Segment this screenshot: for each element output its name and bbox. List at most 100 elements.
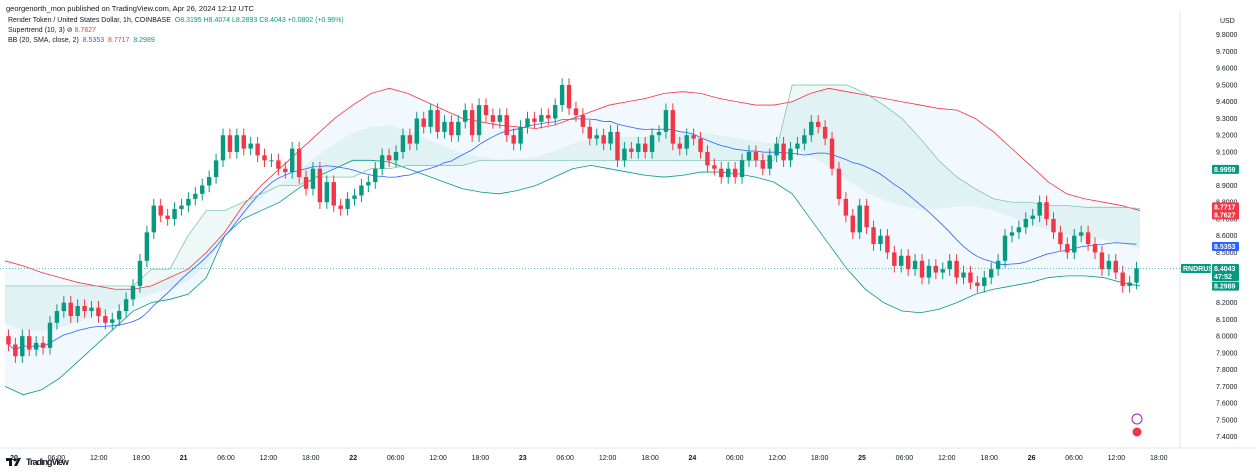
candle-body[interactable]	[580, 115, 586, 127]
candle-body[interactable]	[20, 336, 25, 357]
candle-body[interactable]	[179, 205, 184, 209]
candle-body[interactable]	[940, 269, 945, 273]
candle-body[interactable]	[400, 135, 406, 152]
candle-body[interactable]	[234, 135, 240, 152]
candle-body[interactable]	[248, 143, 253, 149]
candle-body[interactable]	[393, 151, 399, 161]
candle-body[interactable]	[995, 260, 1001, 270]
candle-body[interactable]	[220, 135, 226, 161]
candle-body[interactable]	[1092, 244, 1098, 253]
candle-body[interactable]	[677, 143, 682, 149]
candle-body[interactable]	[788, 148, 793, 161]
lightning-event-icon[interactable]	[1131, 413, 1143, 425]
candle-body[interactable]	[518, 126, 523, 144]
candle-body[interactable]	[213, 160, 219, 178]
candle-body[interactable]	[878, 235, 883, 245]
candle-body[interactable]	[857, 205, 862, 233]
candle-body[interactable]	[1099, 252, 1105, 270]
candle-body[interactable]	[283, 168, 288, 173]
candle-body[interactable]	[144, 232, 150, 261]
candle-body[interactable]	[809, 121, 814, 136]
candle-body[interactable]	[1009, 232, 1015, 236]
candle-body[interactable]	[705, 151, 710, 166]
candle-body[interactable]	[795, 143, 800, 149]
candle-body[interactable]	[130, 285, 136, 300]
candle-body[interactable]	[241, 135, 246, 149]
candle-body[interactable]	[158, 205, 163, 216]
candle-body[interactable]	[110, 319, 115, 323]
candle-body[interactable]	[456, 121, 461, 136]
candle-body[interactable]	[200, 185, 205, 194]
candle-body[interactable]	[303, 177, 309, 189]
candle-body[interactable]	[1106, 260, 1112, 270]
candle-body[interactable]	[435, 110, 440, 132]
candle-body[interactable]	[227, 135, 233, 152]
candle-body[interactable]	[546, 115, 551, 119]
candle-body[interactable]	[892, 252, 897, 266]
candle-body[interactable]	[933, 265, 939, 273]
candle-body[interactable]	[919, 260, 925, 278]
candle-body[interactable]	[1044, 202, 1049, 219]
candle-body[interactable]	[1120, 272, 1125, 286]
candle-body[interactable]	[566, 84, 572, 109]
candle-body[interactable]	[61, 302, 67, 312]
candle-body[interactable]	[255, 143, 260, 156]
candle-body[interactable]	[587, 126, 593, 139]
candle-body[interactable]	[75, 306, 80, 317]
candle-body[interactable]	[463, 110, 468, 122]
candle-body[interactable]	[186, 198, 191, 206]
candle-body[interactable]	[622, 148, 627, 161]
candle-body[interactable]	[843, 198, 849, 216]
candle-body[interactable]	[1113, 260, 1118, 273]
candle-body[interactable]	[684, 135, 689, 149]
candle-body[interactable]	[912, 260, 918, 270]
candle-body[interactable]	[469, 110, 475, 136]
candle-body[interactable]	[726, 168, 731, 178]
candle-body[interactable]	[656, 131, 662, 136]
candle-body[interactable]	[82, 306, 87, 312]
candle-body[interactable]	[89, 307, 94, 312]
candle-body[interactable]	[802, 135, 807, 144]
candle-body[interactable]	[296, 148, 302, 178]
candle-body[interactable]	[123, 299, 129, 312]
candle-body[interactable]	[338, 205, 343, 209]
candle-body[interactable]	[1127, 282, 1132, 286]
candle-body[interactable]	[926, 265, 932, 278]
symbol-title[interactable]: Render Token / United States Dollar, 1h,…	[8, 17, 171, 24]
candle-body[interactable]	[151, 205, 157, 233]
candle-body[interactable]	[504, 115, 509, 136]
candle-body[interactable]	[421, 118, 426, 127]
candle-body[interactable]	[608, 131, 613, 144]
currency-label[interactable]: USD	[1220, 18, 1235, 25]
candle-body[interactable]	[68, 302, 73, 317]
tradingview-brand[interactable]: TradingView	[26, 457, 69, 467]
candle-body[interactable]	[511, 135, 516, 144]
candle-body[interactable]	[476, 105, 482, 136]
candle-body[interactable]	[525, 118, 530, 127]
candle-body[interactable]	[746, 151, 752, 161]
candle-body[interactable]	[968, 272, 973, 283]
candle-body[interactable]	[871, 227, 876, 245]
candle-body[interactable]	[103, 316, 108, 323]
candle-body[interactable]	[165, 215, 170, 219]
candle-body[interactable]	[379, 155, 385, 169]
candle-body[interactable]	[552, 105, 558, 119]
candle-body[interactable]	[414, 118, 419, 144]
candle-body[interactable]	[276, 160, 281, 169]
candle-body[interactable]	[317, 168, 323, 203]
candle-body[interactable]	[663, 110, 669, 132]
candle-body[interactable]	[331, 182, 336, 206]
candle-body[interactable]	[670, 110, 676, 144]
candle-body[interactable]	[366, 182, 371, 186]
candle-body[interactable]	[33, 342, 39, 350]
candle-body[interactable]	[27, 336, 32, 350]
candle-body[interactable]	[822, 126, 828, 139]
supertrend-legend[interactable]: Supertrend (10, 3) ⊘ 8.7627	[8, 26, 344, 36]
candle-body[interactable]	[262, 155, 267, 161]
candle-body[interactable]	[428, 110, 433, 127]
candle-body[interactable]	[850, 215, 856, 233]
candle-body[interactable]	[47, 322, 53, 348]
candle-body[interactable]	[954, 260, 959, 278]
candle-body[interactable]	[6, 336, 11, 345]
candle-body[interactable]	[490, 115, 496, 122]
